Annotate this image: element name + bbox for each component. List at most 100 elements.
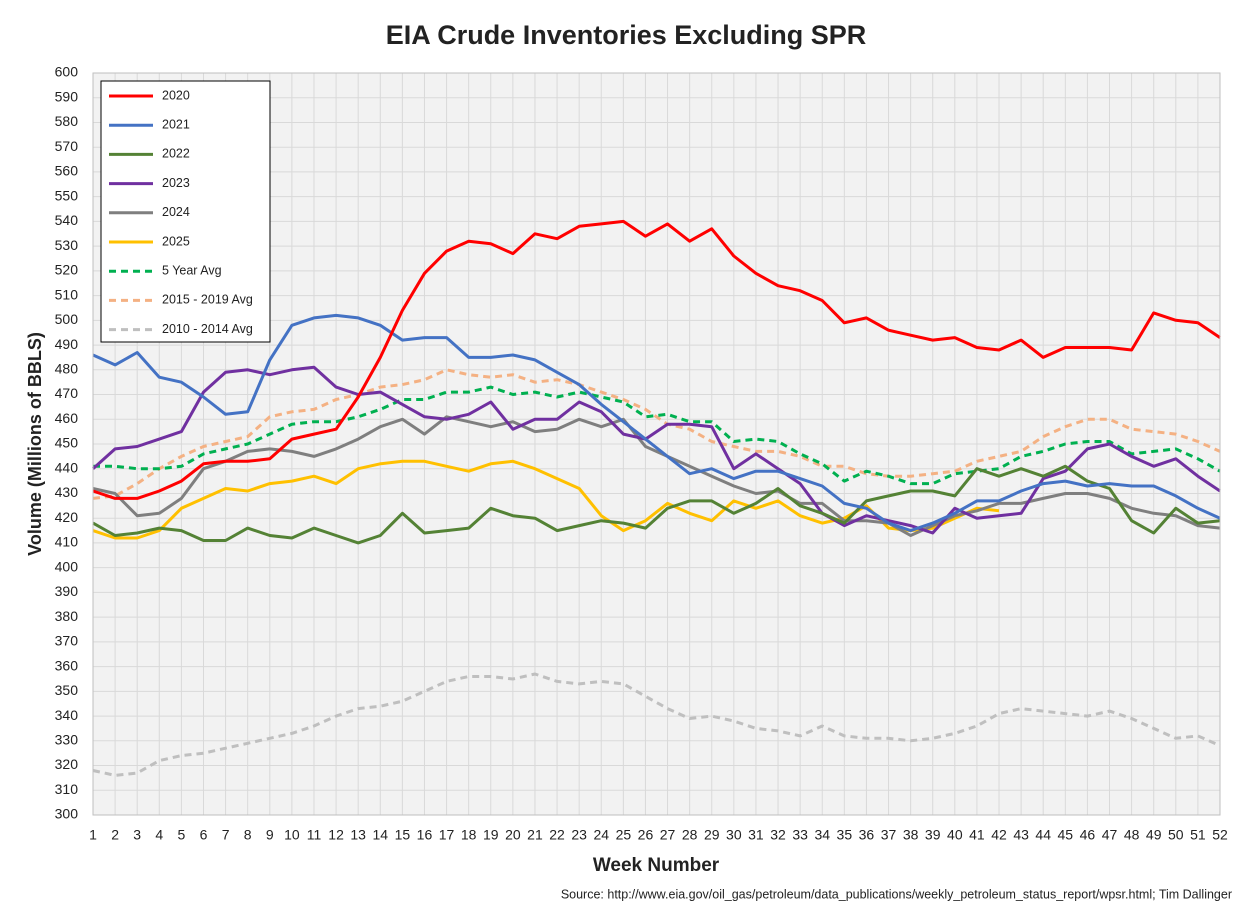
x-tick-label: 35 [837, 827, 853, 843]
series-line [92, 464, 1221, 545]
x-tick-label: 36 [859, 827, 875, 843]
x-tick-label: 51 [1190, 827, 1206, 843]
x-tick-label: 23 [571, 827, 587, 843]
y-tick-label: 410 [55, 534, 79, 550]
legend-label: 2015 - 2019 Avg [162, 293, 253, 307]
x-tick-label: 48 [1124, 827, 1140, 843]
y-tick-label: 520 [55, 262, 79, 278]
y-tick-label: 360 [55, 657, 79, 673]
x-tick-label: 41 [969, 827, 985, 843]
x-tick-label: 27 [660, 827, 676, 843]
y-tick-label: 560 [55, 163, 79, 179]
x-tick-label: 8 [244, 827, 252, 843]
chart-title: EIA Crude Inventories Excluding SPR [386, 20, 867, 50]
x-tick-label: 40 [947, 827, 963, 843]
x-tick-label: 44 [1035, 827, 1051, 843]
y-tick-label: 500 [55, 311, 79, 327]
series-line [93, 385, 1221, 486]
y-tick-label: 470 [55, 385, 79, 401]
y-tick-label: 340 [55, 707, 79, 723]
x-tick-label: 47 [1102, 827, 1118, 843]
x-tick-label: 52 [1212, 827, 1228, 843]
series-line [92, 672, 1221, 777]
y-tick-label: 450 [55, 435, 79, 451]
y-tick-label: 370 [55, 633, 79, 649]
y-tick-label: 550 [55, 187, 79, 203]
x-tick-label: 4 [155, 827, 163, 843]
y-tick-label: 310 [55, 781, 79, 797]
x-tick-label: 17 [439, 827, 455, 843]
y-tick-label: 430 [55, 484, 79, 500]
x-tick-label: 42 [991, 827, 1007, 843]
x-tick-label: 30 [726, 827, 742, 843]
y-tick-label: 440 [55, 459, 79, 475]
x-tick-label: 7 [222, 827, 230, 843]
y-tick-label: 300 [55, 806, 79, 822]
x-tick-label: 2 [111, 827, 119, 843]
y-tick-label: 510 [55, 286, 79, 302]
y-tick-label: 580 [55, 113, 79, 129]
x-tick-label: 33 [792, 827, 808, 843]
y-tick-label: 570 [55, 138, 79, 154]
y-tick-label: 480 [55, 361, 79, 377]
y-tick-label: 540 [55, 212, 79, 228]
x-tick-label: 1 [89, 827, 97, 843]
x-tick-label: 12 [328, 827, 344, 843]
y-tick-label: 460 [55, 410, 79, 426]
x-tick-label: 50 [1168, 827, 1184, 843]
x-tick-label: 26 [638, 827, 654, 843]
legend-label: 2024 [162, 205, 190, 219]
x-tick-label: 21 [527, 827, 543, 843]
x-tick-label: 28 [682, 827, 698, 843]
x-tick-label: 29 [704, 827, 720, 843]
x-tick-label: 9 [266, 827, 274, 843]
x-tick-label: 38 [903, 827, 919, 843]
plot-border [92, 72, 1221, 816]
y-tick-label: 400 [55, 558, 79, 574]
x-tick-label: 37 [881, 827, 897, 843]
series-line [92, 313, 1221, 533]
y-tick-label: 320 [55, 756, 79, 772]
x-tick-label: 5 [177, 827, 185, 843]
x-tick-label: 20 [505, 827, 521, 843]
x-tick-label: 16 [417, 827, 433, 843]
y-tick-label: 590 [55, 88, 79, 104]
legend-label: 2022 [162, 147, 190, 161]
x-tick-label: 34 [814, 827, 830, 843]
y-tick-label: 490 [55, 336, 79, 352]
x-tick-label: 11 [307, 827, 322, 843]
legend-label: 5 Year Avg [162, 263, 222, 277]
x-tick-label: 6 [200, 827, 208, 843]
x-tick-label: 45 [1058, 827, 1074, 843]
y-tick-label: 330 [55, 732, 79, 748]
x-tick-label: 24 [593, 827, 609, 843]
x-tick-label: 13 [350, 827, 366, 843]
y-tick-label: 390 [55, 583, 79, 599]
x-axis-label: Week Number [593, 855, 720, 876]
legend-label: 2021 [162, 117, 190, 131]
y-tick-label: 600 [55, 64, 79, 80]
y-tick-label: 380 [55, 608, 79, 624]
x-tick-label: 15 [395, 827, 411, 843]
y-tick-label: 350 [55, 682, 79, 698]
x-tick-label: 19 [483, 827, 499, 843]
legend-label: 2020 [162, 88, 190, 102]
x-tick-label: 49 [1146, 827, 1162, 843]
y-tick-label: 530 [55, 237, 79, 253]
x-tick-label: 3 [133, 827, 141, 843]
series-line [92, 368, 1221, 500]
series-line [92, 219, 1221, 500]
x-tick-label: 18 [461, 827, 477, 843]
x-tick-label: 14 [372, 827, 388, 843]
y-axis-label: Volume (Millions of BBLS) [25, 332, 45, 556]
legend-label: 2023 [162, 176, 190, 190]
x-tick-label: 22 [549, 827, 565, 843]
x-tick-label: 46 [1080, 827, 1096, 843]
series-line [92, 459, 1000, 540]
x-tick-label: 25 [616, 827, 632, 843]
x-tick-label: 32 [770, 827, 786, 843]
x-tick-label: 31 [748, 827, 764, 843]
legend-label: 2025 [162, 234, 190, 248]
y-tick-label: 420 [55, 509, 79, 525]
